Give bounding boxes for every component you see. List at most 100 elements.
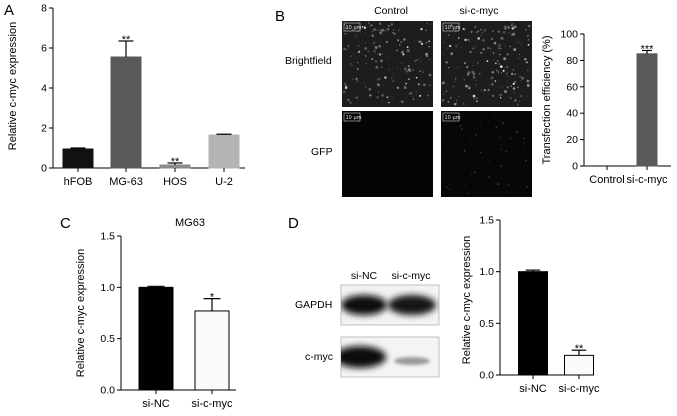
- cell-speck: [416, 59, 418, 61]
- cell-speck: [388, 101, 390, 104]
- cell-speck: [496, 98, 497, 100]
- cell-speck: [482, 137, 484, 139]
- cell-speck: [370, 24, 373, 27]
- cell-speck: [364, 32, 367, 34]
- cell-speck: [501, 85, 504, 88]
- cell-speck: [525, 61, 529, 64]
- cell-speck: [388, 69, 391, 71]
- cell-speck: [463, 78, 466, 81]
- cell-speck: [441, 81, 445, 85]
- cell-speck: [459, 125, 462, 128]
- cell-speck: [507, 75, 509, 77]
- cell-speck: [464, 29, 466, 31]
- cell-speck: [464, 184, 466, 187]
- cell-speck: [384, 76, 387, 79]
- cell-speck: [343, 48, 345, 50]
- cell-speck: [472, 76, 476, 79]
- cell-speck: [396, 86, 400, 89]
- cell-speck: [407, 65, 410, 68]
- x-tick-label: Control: [589, 174, 624, 186]
- cell-speck: [356, 79, 359, 83]
- cell-speck: [391, 79, 395, 83]
- cell-speck: [492, 52, 495, 54]
- cell-speck: [428, 46, 430, 48]
- cell-speck: [456, 66, 459, 69]
- cell-speck: [467, 38, 470, 41]
- cell-speck: [384, 29, 387, 32]
- brightfield-si-c-myc-image: [441, 21, 532, 107]
- cell-speck: [483, 88, 486, 92]
- cell-speck: [449, 96, 453, 100]
- scale-bar-box: [442, 112, 460, 122]
- cell-speck: [480, 28, 482, 31]
- cell-speck: [490, 76, 494, 80]
- significance-marker: **: [575, 343, 584, 355]
- y-axis-title: Relative c-myc expression: [461, 236, 473, 364]
- bar-si-c-myc: [564, 354, 594, 376]
- cell-speck: [429, 58, 431, 61]
- cell-speck: [406, 46, 409, 49]
- cell-speck: [430, 23, 432, 25]
- cell-speck: [350, 63, 352, 65]
- scale-bar-box: [343, 22, 361, 32]
- cell-speck: [512, 69, 515, 71]
- cell-speck: [464, 38, 467, 42]
- y-tick-label: 1.0: [479, 266, 494, 278]
- band-label-c-myc: c-myc: [305, 351, 333, 363]
- cell-speck: [517, 41, 520, 44]
- cell-speck: [365, 42, 367, 44]
- scale-bar-label: 10 μm: [346, 115, 362, 121]
- cell-speck: [527, 34, 529, 37]
- cell-speck: [467, 192, 469, 194]
- cell-speck: [455, 102, 459, 105]
- cell-speck: [428, 73, 430, 75]
- cell-speck: [465, 84, 468, 88]
- cell-speck: [406, 49, 410, 53]
- cell-speck: [378, 45, 381, 48]
- cell-speck: [467, 86, 471, 89]
- cell-speck: [364, 47, 368, 50]
- cell-speck: [468, 40, 471, 43]
- cell-speck: [506, 79, 508, 81]
- cell-speck: [373, 49, 377, 53]
- cell-speck: [448, 188, 451, 191]
- x-tick-label: hFOB: [64, 176, 93, 188]
- significance-marker: **: [171, 156, 180, 168]
- cell-speck: [447, 145, 449, 147]
- cell-speck: [403, 38, 406, 41]
- cell-speck: [397, 39, 399, 41]
- cell-speck: [398, 44, 401, 46]
- cell-speck: [342, 90, 346, 94]
- cell-speck: [513, 92, 515, 94]
- cell-speck: [363, 59, 364, 61]
- cell-speck: [419, 94, 422, 97]
- gfp-si-c-myc-image: [441, 111, 532, 197]
- cell-speck: [513, 25, 517, 29]
- cell-speck: [504, 45, 506, 47]
- cell-speck: [374, 46, 378, 49]
- cell-speck: [381, 66, 383, 68]
- chart-d-relative-expression: 0.0 0.5 1.0 1.5 Relative c-myc expression si-…: [461, 215, 600, 396]
- scale-bar-box: [442, 22, 460, 32]
- cell-speck: [373, 42, 375, 44]
- cell-speck: [520, 80, 522, 81]
- cell-speck: [475, 31, 479, 34]
- cell-speck: [345, 26, 348, 30]
- cell-speck: [477, 37, 480, 40]
- cell-speck: [500, 148, 503, 151]
- cell-speck: [408, 69, 412, 73]
- cell-speck: [374, 59, 378, 63]
- cell-speck: [500, 36, 504, 40]
- cell-speck: [381, 53, 383, 55]
- cell-speck: [352, 78, 354, 80]
- cell-speck: [346, 98, 350, 102]
- cell-speck: [347, 44, 350, 47]
- cell-speck: [400, 100, 404, 104]
- cell-speck: [392, 32, 395, 35]
- cell-speck: [355, 77, 358, 81]
- cell-speck: [449, 44, 452, 48]
- cell-speck: [487, 84, 489, 86]
- x-tick-label: si-c-myc: [627, 174, 668, 186]
- x-tick-label: si-NC: [142, 398, 170, 410]
